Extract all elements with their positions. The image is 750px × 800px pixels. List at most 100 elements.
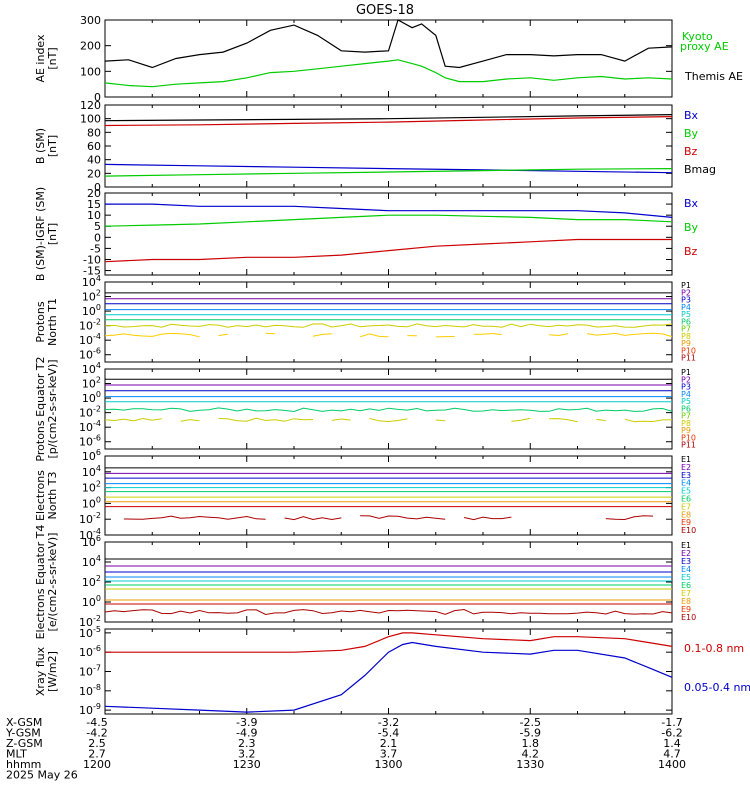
y-axis-label: North T3 — [46, 472, 59, 520]
legend-entry: E5 — [681, 487, 691, 496]
legend-entry: E10 — [681, 613, 696, 622]
legend-entry: E8 — [681, 597, 691, 606]
legend-entry: E4 — [681, 565, 691, 574]
legend-entry: P3 — [681, 383, 691, 392]
series-line-p7 — [104, 323, 673, 328]
legend-entry: E9 — [681, 605, 691, 614]
legend-entry: Bx — [684, 109, 699, 122]
legend-entry: P2 — [681, 288, 691, 297]
legend-entry: E6 — [681, 495, 691, 504]
ephemeris-value: -5.4 — [378, 727, 399, 740]
y-tick-label: 20 — [87, 187, 101, 200]
y-tick-exponent: -2 — [93, 614, 101, 623]
series-line-bx — [105, 203, 673, 218]
legend-entry: P7 — [681, 325, 691, 334]
y-tick-label: 10-7 — [79, 664, 101, 679]
y-tick-label: 100 — [82, 303, 101, 318]
legend-entry: Bz — [684, 245, 698, 258]
y-tick-label: 10-6 — [79, 347, 101, 362]
ephemeris-value: -3.2 — [378, 716, 399, 729]
legend-entry: E7 — [681, 589, 691, 598]
legend-entry: 0.1-0.8 nm — [684, 642, 744, 655]
legend-entry: E10 — [681, 526, 696, 535]
y-tick-exponent: -4 — [93, 332, 101, 341]
series-line-0-05-0-4-nm — [104, 641, 673, 713]
legend-entry: P10 — [681, 433, 696, 442]
legend-entry: P1 — [681, 368, 691, 377]
y-tick-label: 100 — [80, 65, 101, 78]
series-line-themis-ae — [104, 19, 673, 69]
y-tick-exponent: 4 — [96, 464, 101, 473]
y-tick-label: 102 — [82, 480, 101, 495]
y-tick-exponent: -6 — [93, 434, 101, 443]
series-line-kyoto-proxy-ae — [104, 59, 673, 88]
legend-entry: E3 — [681, 557, 691, 566]
ephemeris-value: 1.8 — [522, 737, 540, 750]
series-line-p7 — [104, 417, 673, 423]
y-axis-label: Electrons — [34, 470, 47, 521]
y-tick-exponent: 2 — [96, 289, 101, 298]
ephemeris-value: 4.2 — [522, 748, 540, 761]
y-tick-label: 100 — [80, 113, 101, 126]
y-tick-label: 102 — [82, 376, 101, 391]
legend-entry: 0.05-0.4 nm — [684, 681, 750, 694]
legend-entry: P3 — [681, 296, 691, 305]
panel-8: 10-9 10-8 10-7 10-6 10-5 Xray flux [W/m2] 0.1-0… — [34, 625, 750, 717]
legend-entry: proxy AE — [680, 40, 729, 53]
ephemeris-value: 3.7 — [380, 748, 398, 761]
y-tick-label: 200 — [80, 40, 101, 53]
y-tick-label: 15 — [87, 198, 101, 211]
legend-entry: Themis AE — [684, 70, 743, 83]
y-axis-label: [nT] — [46, 223, 59, 245]
y-tick-exponent: 2 — [96, 480, 101, 489]
series-line-e10 — [104, 608, 673, 616]
ephemeris-value: 2.7 — [88, 748, 106, 761]
ephemeris-value: 1400 — [658, 758, 686, 771]
series-line-bz — [104, 116, 673, 127]
y-tick-label: 80 — [87, 126, 101, 139]
ephemeris-row-label: Y-GSM — [5, 727, 41, 740]
ephemeris-value: 2.3 — [238, 737, 256, 750]
series-line-bx — [104, 163, 673, 174]
legend-entry: P11 — [681, 354, 696, 363]
legend-entry: E7 — [681, 502, 691, 511]
y-tick-label: 5 — [94, 220, 101, 233]
legend-entry: P1 — [681, 281, 691, 290]
y-tick-label: -5 — [90, 242, 101, 255]
legend-entry: E9 — [681, 518, 691, 527]
y-tick-exponent: 6 — [96, 534, 101, 543]
y-tick-label: 10-2 — [79, 318, 101, 333]
series-line-e10 — [124, 516, 672, 520]
ephemeris-value: 2.5 — [88, 737, 106, 750]
legend-entry: Bmag — [684, 163, 716, 176]
series-line-by — [104, 214, 673, 227]
y-tick-exponent: 0 — [96, 390, 101, 399]
y-axis-label: [nT] — [46, 135, 59, 157]
y-axis-label: B (SM) — [34, 128, 47, 164]
ephemeris-value: 3.2 — [238, 748, 256, 761]
legend-entry: P5 — [681, 397, 691, 406]
y-tick-exponent: -6 — [93, 644, 101, 653]
ephemeris-row-label: X-GSM — [6, 716, 42, 729]
y-tick-label: 0 — [94, 181, 101, 194]
series-line-0-1-0-8-nm — [105, 632, 673, 653]
ephemeris-row-label: Z-GSM — [6, 737, 43, 750]
y-tick-exponent: 2 — [96, 376, 101, 385]
legend-entry: E5 — [681, 573, 691, 582]
legend-entry: E2 — [681, 549, 691, 558]
y-tick-exponent: 4 — [96, 274, 101, 283]
y-tick-label: 10 — [87, 209, 101, 222]
legend-entry: Kyoto — [682, 30, 713, 43]
y-tick-exponent: -9 — [93, 702, 101, 711]
y-tick-exponent: -4 — [93, 419, 101, 428]
y-axis-label: North T1 — [46, 298, 59, 346]
legend-entry: P7 — [681, 412, 691, 421]
ephemeris-footer: X-GSM -4.5 -3.9 -3.2 -2.5 -1.7 Y-GSM -4.2 -4.9 -5… — [5, 716, 686, 782]
